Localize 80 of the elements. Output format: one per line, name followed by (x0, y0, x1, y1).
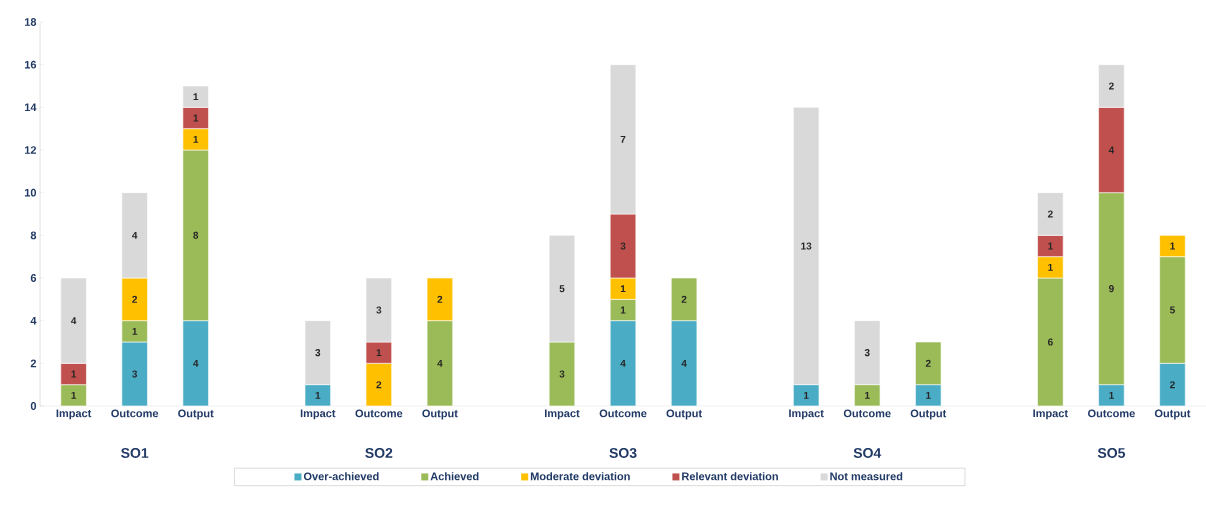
y-tick-label: 2 (30, 359, 37, 368)
data-label: 2 (681, 295, 687, 303)
x-tick-label: Outcome (599, 409, 647, 418)
data-label: 4 (620, 359, 626, 367)
text: SO5 (1097, 448, 1126, 458)
data-label: 1 (193, 93, 199, 101)
data-label: 2 (132, 295, 138, 303)
x-tick-label: Outcome (111, 409, 159, 418)
legend-label: Over-achieved (303, 472, 379, 481)
data-label: 1 (193, 114, 199, 122)
text: SO4 (853, 448, 882, 458)
data-label: 1 (1048, 242, 1053, 250)
data-label: 4 (437, 359, 443, 367)
data-label: 3 (376, 306, 382, 314)
data-label: 1 (1048, 263, 1053, 271)
data-label: 1 (1109, 391, 1114, 399)
data-label: 1 (315, 391, 321, 399)
data-label: 5 (559, 285, 565, 293)
y-tick-label: 4 (30, 316, 37, 325)
data-label: 1 (132, 327, 138, 335)
y-tick-label: 8 (30, 231, 37, 240)
y-tick-label: 12 (24, 146, 37, 154)
data-label: 9 (1108, 285, 1114, 293)
x-tick-label: Impact (1033, 409, 1068, 420)
data-label: 1 (71, 370, 77, 378)
data-label: 4 (1108, 146, 1115, 154)
data-label: 1 (865, 391, 870, 399)
data-label: 6 (1047, 338, 1053, 346)
data-label: 2 (376, 381, 382, 389)
data-label: 2 (1170, 381, 1175, 389)
x-tick-label: Outcome (1088, 409, 1135, 418)
data-label: 3 (620, 242, 626, 250)
data-label: 8 (193, 231, 199, 239)
y-tick-label: 16 (24, 60, 37, 69)
text: SO1 (121, 448, 149, 458)
legend-label: Relevant deviation (682, 472, 778, 481)
x-tick-label: Impact (300, 409, 336, 420)
data-label: 1 (620, 285, 626, 293)
x-tick-label: Output (910, 409, 947, 420)
data-label: 1 (620, 306, 626, 314)
data-label: 1 (71, 391, 77, 399)
y-tick-label: 0 (30, 402, 37, 410)
data-label: 4 (681, 359, 687, 367)
data-label: 1 (1170, 242, 1175, 250)
data-label: 3 (315, 349, 321, 357)
data-label: 2 (1047, 210, 1053, 218)
data-label: 4 (132, 231, 138, 239)
text: SO3 (609, 448, 637, 458)
data-label: 4 (70, 317, 77, 325)
y-tick-label: 18 (24, 18, 37, 26)
data-label: 2 (437, 295, 443, 303)
x-tick-label: Output (666, 409, 702, 420)
data-label: 2 (925, 359, 931, 367)
data-label: 5 (1169, 306, 1175, 314)
legend-label: Moderate deviation (530, 472, 630, 481)
x-tick-label: Outcome (355, 409, 403, 418)
x-tick-label: Impact (545, 409, 580, 420)
legend-label: Achieved (430, 472, 479, 481)
data-label: 4 (193, 359, 199, 367)
data-label: 13 (801, 242, 812, 250)
data-label: 1 (804, 391, 809, 399)
data-label: 3 (559, 370, 565, 378)
x-tick-label: Impact (56, 409, 92, 420)
data-label: 1 (926, 391, 931, 399)
y-tick-label: 10 (24, 188, 37, 197)
x-tick-label: Output (178, 409, 214, 420)
legend-label: Not measured (830, 472, 903, 481)
data-label: 7 (620, 135, 626, 143)
data-label: 3 (132, 370, 138, 378)
y-tick-label: 6 (30, 274, 37, 282)
x-tick-label: Output (422, 409, 458, 420)
data-label: 2 (1108, 82, 1114, 90)
x-tick-label: Impact (789, 409, 824, 420)
y-tick-label: 14 (24, 103, 37, 112)
text: SO2 (365, 448, 393, 458)
x-tick-label: Output (1154, 409, 1191, 420)
x-tick-label: Outcome (843, 409, 891, 418)
data-label: 3 (864, 349, 870, 357)
data-label: 1 (376, 349, 382, 357)
data-label: 1 (193, 135, 199, 143)
